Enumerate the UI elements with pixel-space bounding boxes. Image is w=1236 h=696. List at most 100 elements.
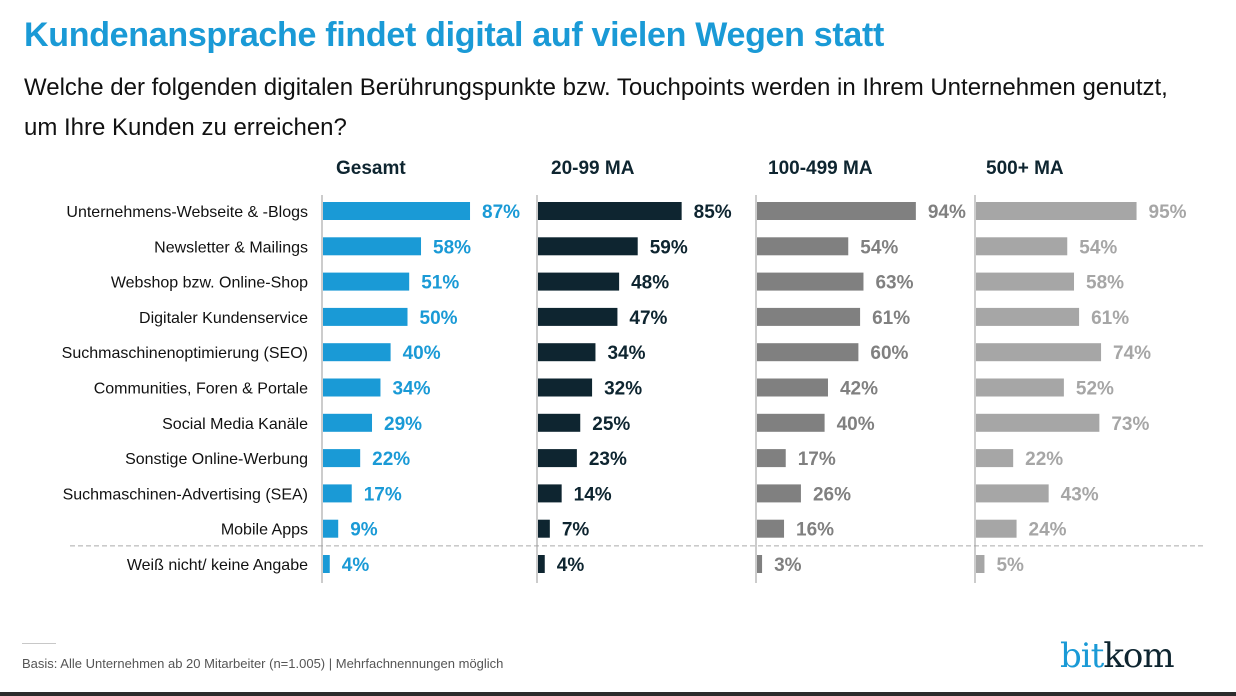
category-label: Weiß nicht/ keine Angabe <box>127 557 308 574</box>
bar <box>323 307 408 326</box>
data-label: 4% <box>557 555 585 576</box>
bitkom-logo: bitkom <box>1060 636 1175 676</box>
data-label: 17% <box>798 449 836 470</box>
bar <box>538 413 581 432</box>
bar <box>757 484 801 503</box>
chart-subtitle: Welche der folgenden digitalen Berührung… <box>24 74 1168 141</box>
bar <box>757 202 916 220</box>
data-label: 73% <box>1111 414 1149 435</box>
bar <box>538 519 550 538</box>
bar <box>976 202 1137 220</box>
bar <box>757 272 864 291</box>
logo-bit: bit <box>1060 636 1104 676</box>
bar <box>323 555 330 573</box>
data-label: 24% <box>1029 520 1067 541</box>
bar <box>323 519 339 538</box>
data-label: 50% <box>420 308 458 329</box>
bar <box>538 272 620 291</box>
bar <box>976 378 1064 397</box>
bar <box>323 449 361 468</box>
data-label: 61% <box>872 308 910 329</box>
bar <box>757 307 861 326</box>
bar <box>757 343 859 362</box>
bar <box>757 449 786 468</box>
data-label: 60% <box>870 343 908 364</box>
bar <box>538 237 638 256</box>
bar <box>757 413 825 432</box>
data-label: 9% <box>350 520 378 541</box>
bar <box>757 237 849 256</box>
category-label: Suchmaschinen-Advertising (SEA) <box>63 486 308 503</box>
category-label: Newsletter & Mailings <box>154 239 308 256</box>
data-label: 61% <box>1091 308 1129 329</box>
bar <box>323 343 391 362</box>
bar <box>976 343 1102 362</box>
data-label: 26% <box>813 484 851 505</box>
bar <box>976 237 1068 256</box>
footnote: Basis: Alle Unternehmen ab 20 Mitarbeite… <box>22 656 504 671</box>
data-label: 74% <box>1113 343 1151 364</box>
bottom-border <box>0 692 1236 696</box>
data-label: 54% <box>1079 237 1117 258</box>
data-label: 42% <box>840 379 878 400</box>
series-header: Gesamt <box>336 158 406 179</box>
data-label: 63% <box>875 273 913 294</box>
bar <box>976 413 1100 432</box>
bar <box>976 449 1014 468</box>
category-label: Unternehmens-Webseite & -Blogs <box>66 204 308 221</box>
bar <box>538 307 618 326</box>
bar <box>323 378 381 397</box>
bar <box>323 272 410 291</box>
bar <box>757 519 785 538</box>
series-header: 20-99 MA <box>551 158 635 179</box>
data-label: 94% <box>928 202 966 223</box>
footer-divider <box>22 643 56 644</box>
category-label: Digitaler Kundenservice <box>139 310 308 327</box>
data-label: 17% <box>364 484 402 505</box>
data-label: 32% <box>604 379 642 400</box>
data-label: 47% <box>629 308 667 329</box>
data-label: 29% <box>384 414 422 435</box>
data-label: 22% <box>1025 449 1063 470</box>
data-label: 7% <box>562 520 590 541</box>
logo-kom: kom <box>1103 636 1174 676</box>
data-label: 40% <box>403 343 441 364</box>
data-label: 16% <box>796 520 834 541</box>
data-label: 52% <box>1076 379 1114 400</box>
data-label: 48% <box>631 273 669 294</box>
category-label: Social Media Kanäle <box>162 416 308 433</box>
data-label: 58% <box>1086 273 1124 294</box>
bar <box>538 343 596 362</box>
data-label: 23% <box>589 449 627 470</box>
bar <box>976 307 1080 326</box>
bar <box>538 202 682 220</box>
series-header: 500+ MA <box>986 158 1064 179</box>
bar <box>757 378 828 397</box>
bar <box>323 237 422 256</box>
data-label: 14% <box>574 484 612 505</box>
bar <box>323 413 373 432</box>
bar <box>757 555 763 573</box>
series-header: 100-499 MA <box>768 158 873 179</box>
data-label: 34% <box>392 379 430 400</box>
category-label: Sonstige Online-Werbung <box>125 451 308 468</box>
bar <box>538 555 545 573</box>
category-label: Mobile Apps <box>221 522 308 539</box>
data-label: 51% <box>421 273 459 294</box>
data-label: 40% <box>837 414 875 435</box>
data-label: 5% <box>996 555 1024 576</box>
category-label: Communities, Foren & Portale <box>94 381 308 398</box>
chart-title: Kundenansprache findet digital auf viele… <box>24 16 885 54</box>
bar <box>976 555 985 573</box>
category-label: Suchmaschinenoptimierung (SEO) <box>62 345 308 362</box>
data-label: 25% <box>592 414 630 435</box>
data-label: 95% <box>1149 202 1187 223</box>
bar <box>323 202 471 220</box>
bar <box>538 378 593 397</box>
data-label: 85% <box>694 202 732 223</box>
bar <box>976 484 1049 503</box>
data-label: 22% <box>372 449 410 470</box>
bar <box>323 484 352 503</box>
bar <box>538 449 577 468</box>
